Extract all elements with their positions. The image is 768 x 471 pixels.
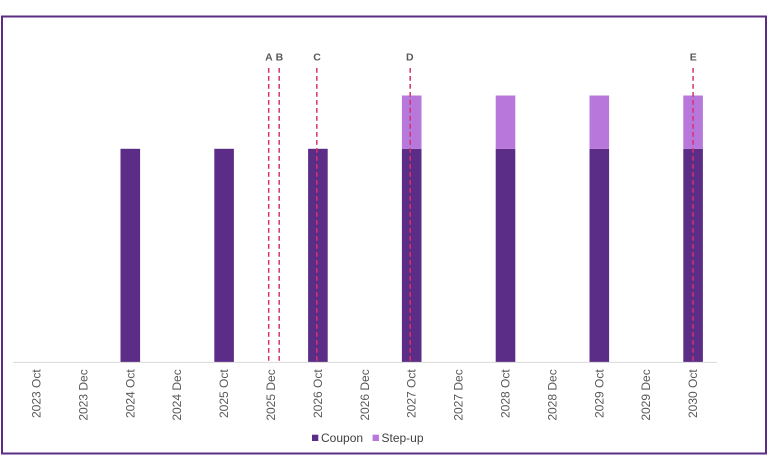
svg-text:Coupon: Coupon xyxy=(321,431,363,445)
svg-text:2029 Dec: 2029 Dec xyxy=(639,369,653,420)
svg-text:2029 Oct: 2029 Oct xyxy=(592,369,606,418)
svg-text:2028 Oct: 2028 Oct xyxy=(499,369,513,418)
svg-text:C: C xyxy=(313,52,321,64)
svg-text:2026 Oct: 2026 Oct xyxy=(311,369,325,418)
svg-text:A: A xyxy=(265,52,273,64)
svg-text:2030 Oct: 2030 Oct xyxy=(686,369,700,418)
svg-text:2024 Dec: 2024 Dec xyxy=(170,369,184,420)
svg-text:2024 Oct: 2024 Oct xyxy=(123,369,137,418)
svg-text:2026 Dec: 2026 Dec xyxy=(358,369,372,420)
svg-text:2027 Dec: 2027 Dec xyxy=(452,369,466,420)
svg-text:2023 Oct: 2023 Oct xyxy=(30,369,44,418)
svg-text:2023 Dec: 2023 Dec xyxy=(76,369,90,420)
svg-text:2027 Oct: 2027 Oct xyxy=(405,369,419,418)
svg-text:2025 Oct: 2025 Oct xyxy=(217,369,231,418)
svg-text:2025 Dec: 2025 Dec xyxy=(264,369,278,420)
svg-text:Step-up: Step-up xyxy=(382,431,424,445)
svg-text:B: B xyxy=(276,52,284,64)
svg-text:E: E xyxy=(690,52,697,64)
svg-text:2028 Dec: 2028 Dec xyxy=(545,369,559,420)
svg-text:D: D xyxy=(406,52,414,64)
